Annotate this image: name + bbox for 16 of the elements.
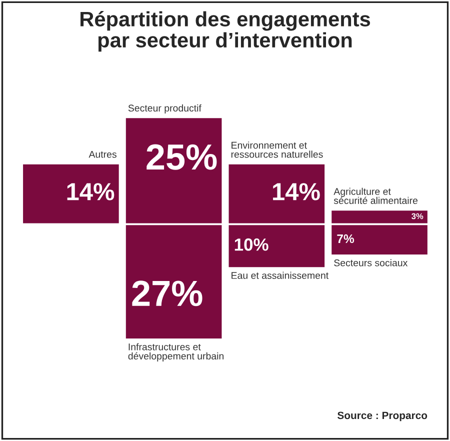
source-note: Source : Proparco bbox=[338, 412, 428, 422]
category-label: Environnement et ressources naturelles bbox=[231, 142, 323, 158]
category-label: Infrastructures et développement urbain bbox=[128, 343, 224, 362]
category-label: Autres bbox=[88, 150, 116, 158]
data-label: 7% bbox=[337, 234, 354, 244]
data-label: 3% bbox=[412, 213, 424, 220]
text: Répartition des engagements par secteur d’intervention bbox=[80, 11, 370, 52]
data-label: 25% bbox=[146, 144, 217, 170]
category-label: Secteurs sociaux bbox=[334, 259, 408, 266]
data-label: 27% bbox=[132, 280, 202, 306]
data-label: 14% bbox=[67, 183, 114, 200]
category-label: Secteur productif bbox=[128, 104, 202, 114]
category-label: Agriculture et sécurité alimentaire bbox=[334, 188, 418, 204]
data-label: 14% bbox=[273, 183, 320, 200]
category-label: Eau et assainissement bbox=[232, 272, 329, 279]
data-label: 10% bbox=[234, 238, 268, 251]
